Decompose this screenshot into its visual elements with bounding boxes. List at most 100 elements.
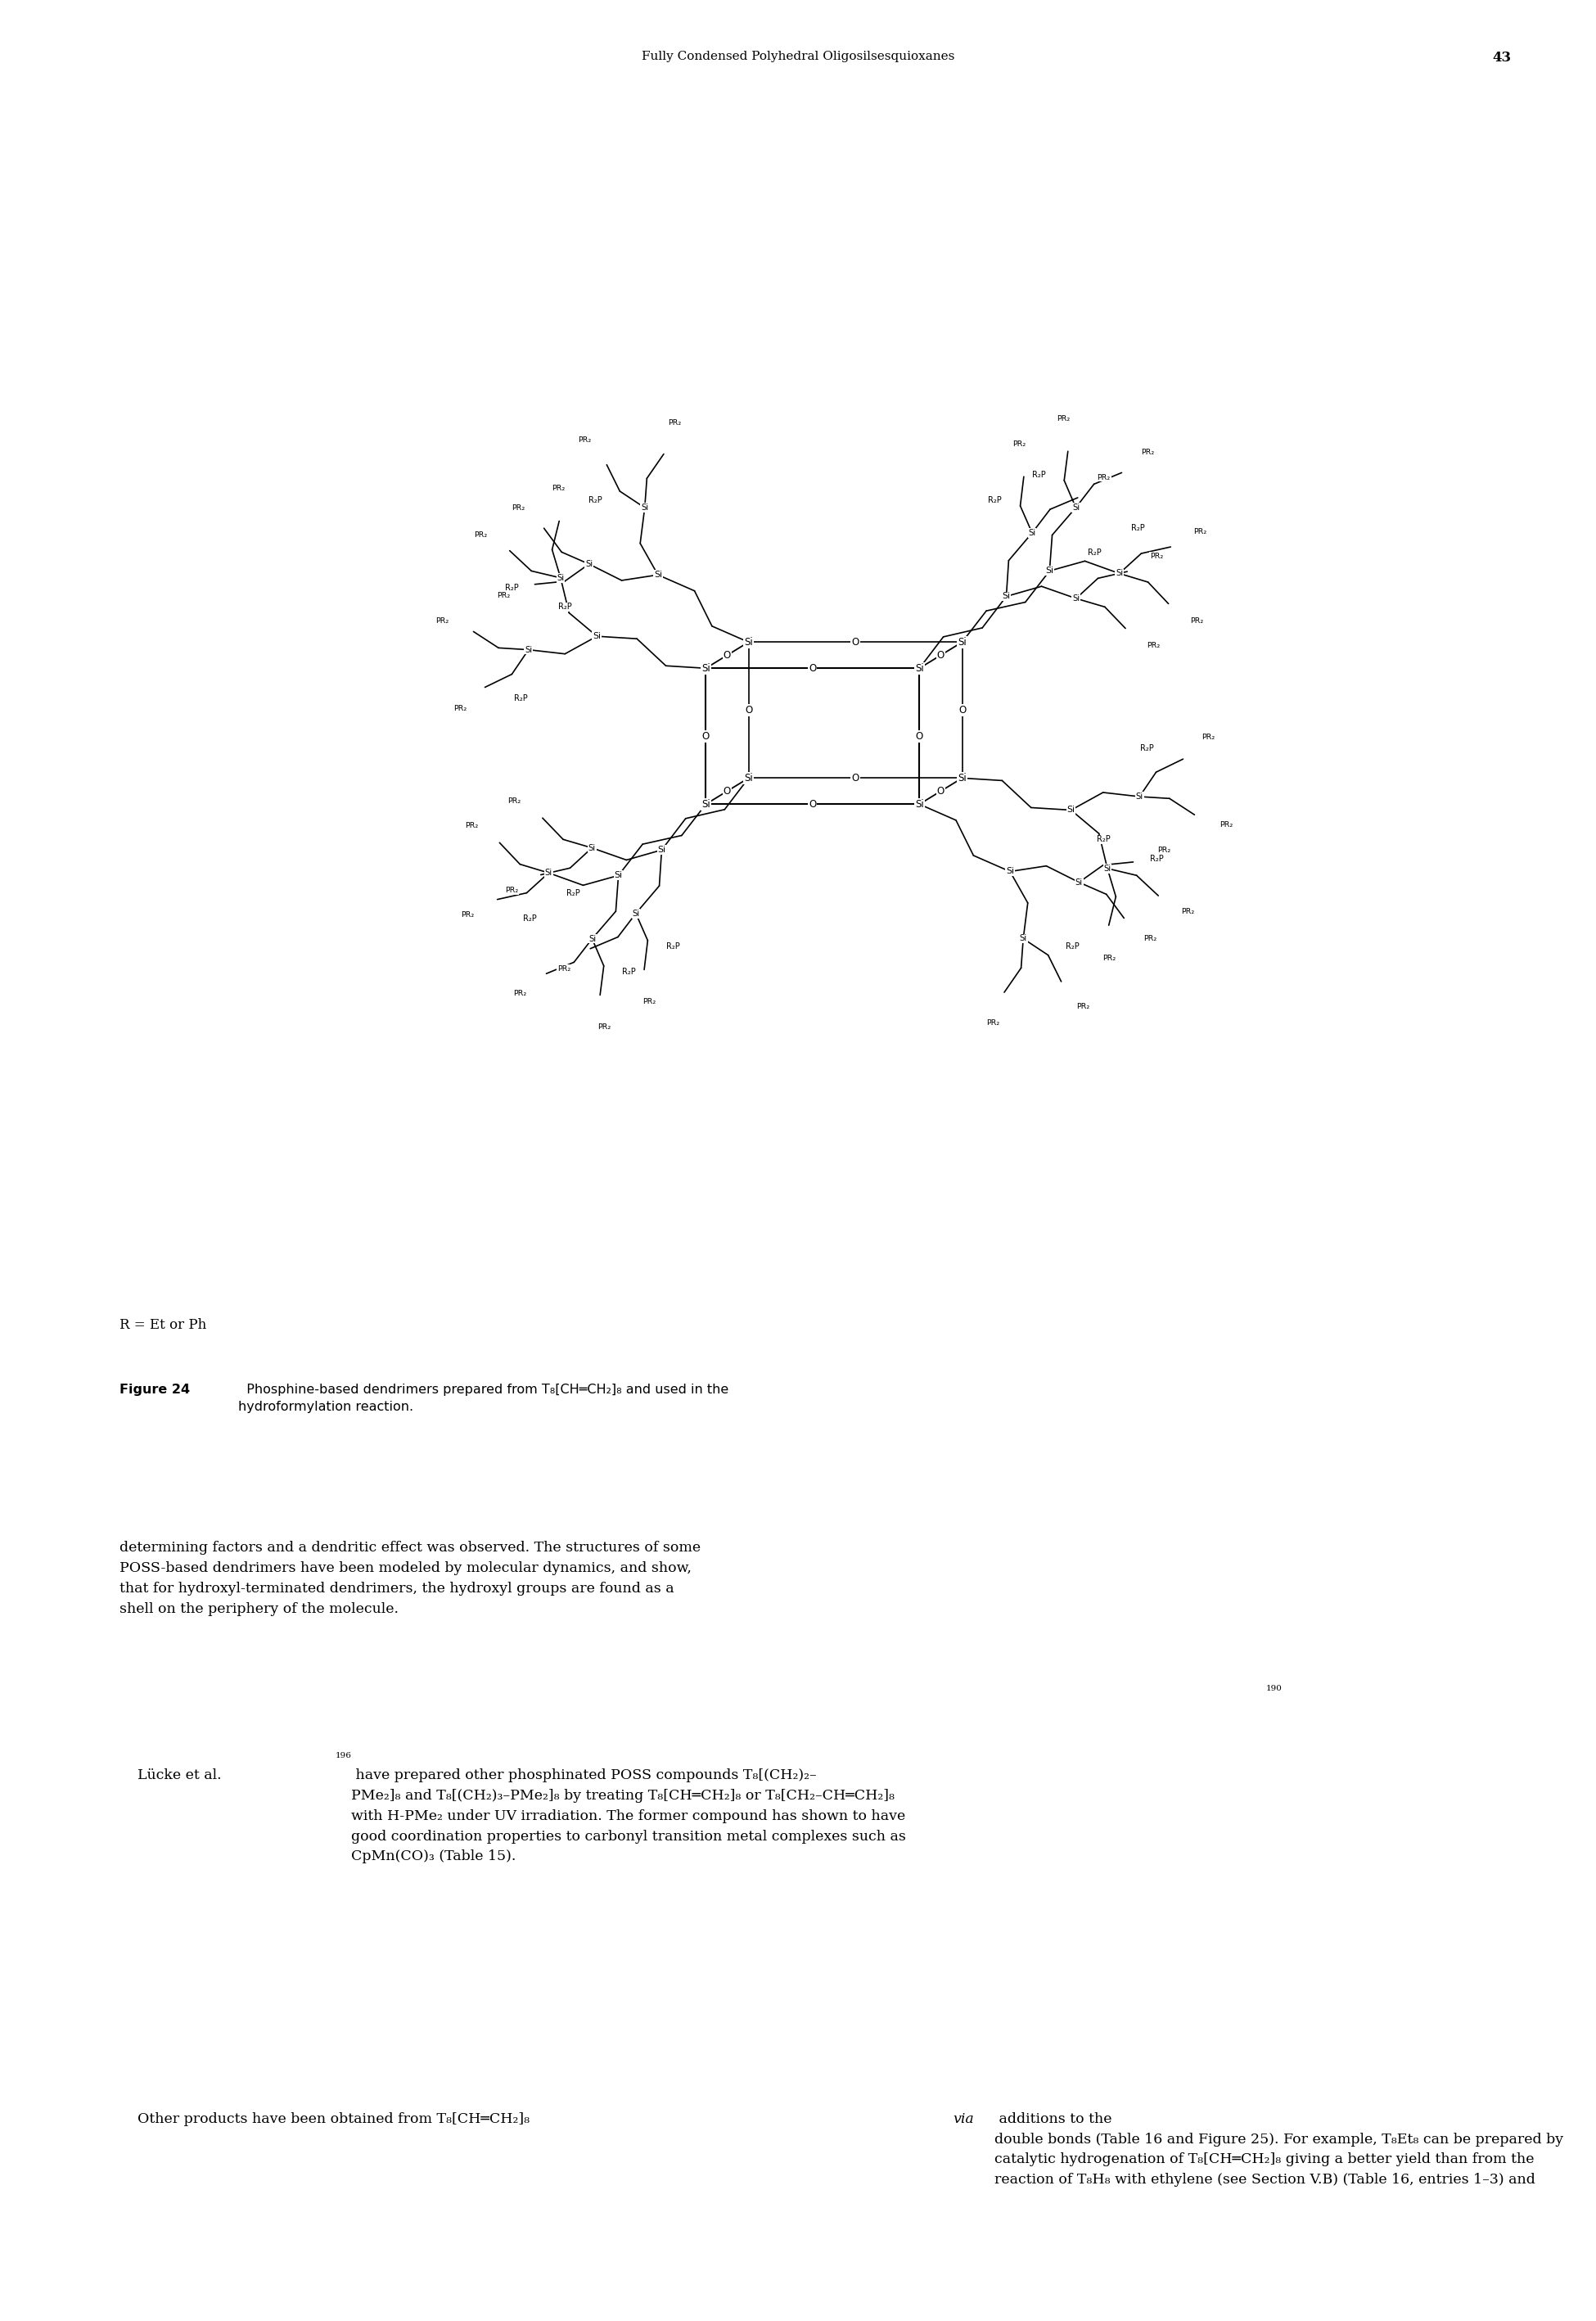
Text: Phosphine-based dendrimers prepared from T₈[CH═CH₂]₈ and used in the
hydroformyl: Phosphine-based dendrimers prepared from…: [238, 1383, 728, 1413]
Text: PR₂: PR₂: [1191, 617, 1203, 624]
Text: determining factors and a dendritic effect was observed. The structures of some
: determining factors and a dendritic effe…: [120, 1541, 701, 1615]
Text: R₂P: R₂P: [523, 914, 536, 921]
Text: Si: Si: [701, 798, 710, 810]
Text: Si: Si: [1136, 791, 1143, 801]
Text: Si: Si: [1020, 935, 1026, 942]
Text: Si: Si: [701, 664, 710, 673]
Text: R₂P: R₂P: [514, 694, 528, 703]
Text: R₂P: R₂P: [667, 942, 680, 949]
Text: Si: Si: [1005, 868, 1013, 875]
Text: PR₂: PR₂: [669, 420, 681, 427]
Text: PR₂: PR₂: [1143, 935, 1157, 942]
Text: Si: Si: [958, 636, 967, 648]
Text: R₂P: R₂P: [622, 968, 637, 975]
Text: Si: Si: [544, 868, 552, 877]
Text: additions to the
double bonds (Table 16 and Figure 25). For example, T₈Et₈ can b: additions to the double bonds (Table 16 …: [994, 2112, 1562, 2186]
Text: PR₂: PR₂: [436, 617, 448, 624]
Text: PR₂: PR₂: [1202, 733, 1215, 740]
Text: PR₂: PR₂: [461, 912, 474, 919]
Text: R₂P: R₂P: [988, 497, 1002, 504]
Text: Si: Si: [586, 559, 592, 569]
Text: R₂P: R₂P: [1132, 525, 1144, 532]
Text: Si: Si: [658, 845, 666, 854]
Text: R₂P: R₂P: [1033, 471, 1045, 478]
Text: R₂P: R₂P: [1140, 745, 1154, 752]
Text: PR₂: PR₂: [1149, 552, 1163, 559]
Text: Other products have been obtained from T₈[CH═CH₂]₈: Other products have been obtained from T…: [120, 2112, 535, 2126]
Text: PR₂: PR₂: [514, 991, 527, 998]
Text: Si: Si: [632, 910, 640, 917]
Text: PR₂: PR₂: [1012, 441, 1026, 448]
Text: PR₂: PR₂: [1096, 473, 1111, 480]
Text: Fully Condensed Polyhedral Oligosilsesquioxanes: Fully Condensed Polyhedral Oligosilsesqu…: [642, 51, 954, 63]
Text: R₂P: R₂P: [504, 583, 519, 592]
Text: PR₂: PR₂: [496, 592, 511, 599]
Text: PR₂: PR₂: [474, 532, 487, 538]
Text: Si: Si: [525, 645, 531, 655]
Text: O: O: [852, 636, 859, 648]
Text: Si: Si: [1073, 504, 1079, 511]
Text: PR₂: PR₂: [642, 998, 656, 1005]
Text: PR₂: PR₂: [552, 485, 565, 492]
Text: PR₂: PR₂: [1148, 643, 1160, 650]
Text: Si: Si: [958, 773, 967, 784]
Text: R = Et or Ph: R = Et or Ph: [120, 1318, 206, 1332]
Text: PR₂: PR₂: [1057, 415, 1069, 422]
Text: O: O: [723, 787, 731, 796]
Text: PR₂: PR₂: [1157, 847, 1171, 854]
Text: 43: 43: [1492, 51, 1511, 65]
Text: PR₂: PR₂: [1181, 908, 1194, 914]
Text: R₂P: R₂P: [589, 497, 602, 504]
Text: PR₂: PR₂: [504, 887, 519, 894]
Text: Si: Si: [1002, 592, 1010, 601]
Text: O: O: [745, 706, 752, 715]
Text: Si: Si: [557, 573, 565, 583]
Text: Si: Si: [915, 798, 924, 810]
Text: Si: Si: [744, 773, 753, 784]
Text: O: O: [809, 798, 817, 810]
Text: R₂P: R₂P: [1066, 942, 1079, 952]
Text: O: O: [937, 787, 945, 796]
Text: PR₂: PR₂: [598, 1024, 611, 1031]
Text: Si: Si: [1068, 805, 1076, 815]
Text: 190: 190: [1266, 1685, 1282, 1692]
Text: Si: Si: [589, 845, 595, 852]
Text: PR₂: PR₂: [986, 1019, 1001, 1026]
Text: Si: Si: [1076, 877, 1082, 887]
Text: O: O: [916, 731, 922, 743]
Text: 196: 196: [335, 1752, 351, 1759]
Text: PR₂: PR₂: [508, 796, 520, 805]
Text: PR₂: PR₂: [464, 822, 477, 829]
Text: have prepared other phosphinated POSS compounds T₈[(CH₂)₂–
PMe₂]₈ and T₈[(CH₂)₃–: have prepared other phosphinated POSS co…: [351, 1769, 907, 1864]
Text: O: O: [809, 664, 817, 673]
Text: Si: Si: [589, 935, 595, 942]
Text: R₂P: R₂P: [1096, 836, 1111, 843]
Text: Si: Si: [642, 504, 648, 513]
Text: O: O: [937, 650, 945, 661]
Text: Si: Si: [654, 571, 662, 578]
Text: PR₂: PR₂: [1103, 954, 1116, 961]
Text: R₂P: R₂P: [1149, 854, 1163, 863]
Text: Si: Si: [592, 631, 602, 641]
Text: Si: Si: [614, 870, 622, 880]
Text: Si: Si: [1104, 863, 1111, 873]
Text: PR₂: PR₂: [1194, 527, 1207, 536]
Text: via: via: [953, 2112, 974, 2126]
Text: O: O: [723, 650, 731, 661]
Text: O: O: [852, 773, 859, 784]
Text: Si: Si: [1028, 529, 1036, 536]
Text: PR₂: PR₂: [1141, 448, 1154, 457]
Text: PR₂: PR₂: [578, 436, 592, 443]
Text: O: O: [702, 731, 710, 743]
Text: PR₂: PR₂: [1076, 1003, 1090, 1010]
Text: Si: Si: [915, 664, 924, 673]
Text: R₂P: R₂P: [567, 889, 581, 898]
Text: PR₂: PR₂: [511, 504, 525, 511]
Text: Figure 24: Figure 24: [120, 1383, 190, 1395]
Text: Si: Si: [1073, 594, 1080, 603]
Text: R₂P: R₂P: [1088, 548, 1101, 557]
Text: PR₂: PR₂: [557, 966, 571, 972]
Text: R₂P: R₂P: [559, 603, 571, 610]
Text: PR₂: PR₂: [453, 706, 466, 713]
Text: PR₂: PR₂: [1219, 822, 1232, 829]
